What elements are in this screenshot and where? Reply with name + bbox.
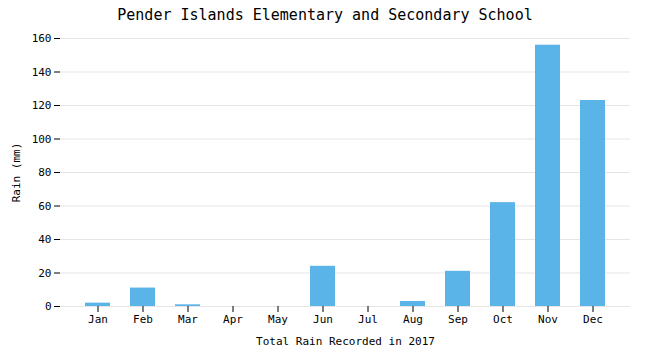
svg-text:Jul: Jul (358, 313, 378, 326)
svg-text:May: May (268, 313, 288, 326)
svg-text:140: 140 (32, 66, 52, 79)
svg-text:120: 120 (32, 99, 52, 112)
svg-text:40: 40 (38, 233, 51, 246)
svg-text:Feb: Feb (133, 313, 153, 326)
svg-text:Jun: Jun (313, 313, 333, 326)
svg-text:Rain (mm): Rain (mm) (10, 143, 23, 203)
svg-text:Jan: Jan (88, 313, 108, 326)
svg-text:160: 160 (32, 32, 52, 45)
html-text:Pender Islands Elementary and: Pender Islands Elementary and Secondary … (117, 6, 533, 24)
svg-text:0: 0 (45, 300, 52, 313)
svg-text:Oct: Oct (493, 313, 513, 326)
svg-text:Sep: Sep (448, 313, 468, 326)
svg-text:Aug: Aug (403, 313, 423, 326)
svg-text:100: 100 (32, 133, 52, 146)
svg-text:Mar: Mar (178, 313, 198, 326)
svg-text:20: 20 (38, 267, 51, 280)
svg-text:Apr: Apr (223, 313, 243, 326)
svg-text:Total Rain Recorded in 2017: Total Rain Recorded in 2017 (256, 335, 435, 348)
svg-text:60: 60 (38, 200, 51, 213)
svg-text:80: 80 (38, 166, 51, 179)
svg-text:Nov: Nov (538, 313, 558, 326)
svg-text:Dec: Dec (583, 313, 603, 326)
